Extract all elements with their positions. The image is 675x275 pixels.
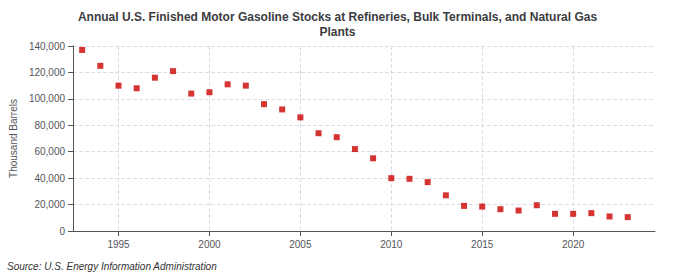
svg-text:20,000: 20,000 — [34, 199, 65, 210]
svg-text:2000: 2000 — [198, 239, 221, 250]
svg-text:Source: U.S. Energy Informatio: Source: U.S. Energy Information Administ… — [7, 261, 217, 272]
svg-text:100,000: 100,000 — [29, 93, 66, 104]
svg-text:2005: 2005 — [289, 239, 312, 250]
svg-text:120,000: 120,000 — [29, 67, 66, 78]
svg-text:1995: 1995 — [107, 239, 130, 250]
svg-text:0: 0 — [59, 226, 65, 237]
svg-text:80,000: 80,000 — [34, 120, 65, 131]
svg-text:40,000: 40,000 — [34, 173, 65, 184]
svg-text:60,000: 60,000 — [34, 146, 65, 157]
svg-text:Annual U.S. Finished Motor Gas: Annual U.S. Finished Motor Gasoline Stoc… — [78, 10, 598, 24]
svg-text:Plants: Plants — [319, 25, 355, 39]
svg-text:2020: 2020 — [562, 239, 585, 250]
svg-text:2015: 2015 — [471, 239, 494, 250]
svg-text:140,000: 140,000 — [29, 41, 66, 52]
svg-text:Thousand Barrels: Thousand Barrels — [8, 99, 19, 178]
svg-text:2010: 2010 — [380, 239, 403, 250]
